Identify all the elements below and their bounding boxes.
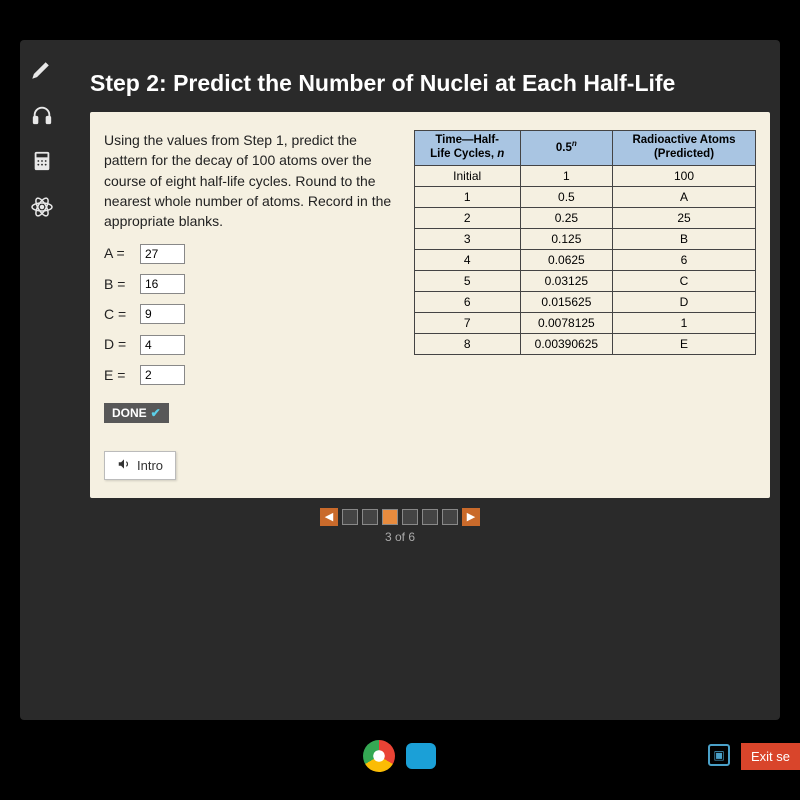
- answer-row-e: E =: [104, 365, 394, 385]
- lesson-screen: Step 2: Predict the Number of Nuclei at …: [20, 40, 780, 720]
- pager-box-2[interactable]: [362, 509, 378, 525]
- table-cell: A: [613, 186, 756, 207]
- table-cell: 0.25: [520, 207, 612, 228]
- pager-box-5[interactable]: [422, 509, 438, 525]
- answer-input-a[interactable]: [140, 244, 185, 264]
- headphones-icon[interactable]: [28, 101, 56, 129]
- answer-row-b: B =: [104, 274, 394, 294]
- table-cell: D: [613, 291, 756, 312]
- table-cell: E: [613, 333, 756, 354]
- step-heading: Step 2: Predict the Number of Nuclei at …: [90, 70, 760, 97]
- intro-label: Intro: [137, 458, 163, 473]
- table-cell: 6: [613, 249, 756, 270]
- pager: ◀ ▶: [320, 508, 480, 526]
- answer-label-d: D =: [104, 334, 134, 354]
- side-toolbar: [28, 55, 56, 221]
- table-row: 20.2525: [414, 207, 755, 228]
- answer-row-a: A =: [104, 243, 394, 263]
- done-button[interactable]: DONE ✔: [104, 403, 169, 423]
- table-cell: 1: [520, 165, 612, 186]
- pager-box-1[interactable]: [342, 509, 358, 525]
- table-row: 10.5A: [414, 186, 755, 207]
- answer-label-e: E =: [104, 365, 134, 385]
- th-atoms: Radioactive Atoms(Predicted): [613, 131, 756, 166]
- chrome-icon[interactable]: [363, 740, 395, 772]
- answer-row-c: C =: [104, 304, 394, 324]
- pager-box-3[interactable]: [382, 509, 398, 525]
- pager-prev[interactable]: ◀: [320, 508, 338, 526]
- atom-icon[interactable]: [28, 193, 56, 221]
- answer-input-e[interactable]: [140, 365, 185, 385]
- table-cell: 0.015625: [520, 291, 612, 312]
- pencil-icon[interactable]: [28, 55, 56, 83]
- table-body: Initial110010.5A20.252530.125B40.0625650…: [414, 165, 755, 354]
- table-cell: 0.0078125: [520, 312, 612, 333]
- answer-input-c[interactable]: [140, 304, 185, 324]
- th-time: Time—Half-Life Cycles, n: [414, 131, 520, 166]
- table-cell: 0.03125: [520, 270, 612, 291]
- table-column: Time—Half-Life Cycles, n 0.5n Radioactiv…: [414, 130, 756, 480]
- table-cell: 4: [414, 249, 520, 270]
- pager-box-4[interactable]: [402, 509, 418, 525]
- table-row: 60.015625D: [414, 291, 755, 312]
- table-cell: 100: [613, 165, 756, 186]
- decay-table: Time—Half-Life Cycles, n 0.5n Radioactiv…: [414, 130, 756, 355]
- minimize-icon[interactable]: ▣: [708, 744, 730, 766]
- answer-label-b: B =: [104, 274, 134, 294]
- table-cell: B: [613, 228, 756, 249]
- instruction-text: Using the values from Step 1, predict th…: [104, 130, 394, 231]
- table-row: 40.06256: [414, 249, 755, 270]
- taskbar: [0, 734, 800, 778]
- table-cell: 2: [414, 207, 520, 228]
- speaker-icon: [117, 457, 131, 474]
- table-row: 30.125B: [414, 228, 755, 249]
- table-cell: 0.00390625: [520, 333, 612, 354]
- table-cell: 0.0625: [520, 249, 612, 270]
- files-icon[interactable]: [405, 740, 437, 772]
- table-cell: 3: [414, 228, 520, 249]
- table-cell: 7: [414, 312, 520, 333]
- table-cell: C: [613, 270, 756, 291]
- answer-input-b[interactable]: [140, 274, 185, 294]
- instructions-column: Using the values from Step 1, predict th…: [104, 130, 394, 480]
- intro-button[interactable]: Intro: [104, 451, 176, 480]
- table-cell: 0.5: [520, 186, 612, 207]
- exit-button[interactable]: Exit se: [741, 743, 800, 770]
- th-factor: 0.5n: [520, 131, 612, 166]
- pager-box-6[interactable]: [442, 509, 458, 525]
- table-row: 80.00390625E: [414, 333, 755, 354]
- check-icon: ✔: [151, 406, 161, 420]
- table-cell: 0.125: [520, 228, 612, 249]
- table-cell: Initial: [414, 165, 520, 186]
- pager-label: 3 of 6: [20, 530, 780, 544]
- step-header: Step 2: Predict the Number of Nuclei at …: [20, 40, 780, 112]
- table-row: Initial1100: [414, 165, 755, 186]
- calculator-icon[interactable]: [28, 147, 56, 175]
- content-panel: Using the values from Step 1, predict th…: [90, 112, 770, 498]
- table-cell: 1: [414, 186, 520, 207]
- table-row: 50.03125C: [414, 270, 755, 291]
- answer-label-a: A =: [104, 243, 134, 263]
- answer-label-c: C =: [104, 304, 134, 324]
- answer-row-d: D =: [104, 334, 394, 354]
- done-label: DONE: [112, 406, 147, 420]
- table-cell: 8: [414, 333, 520, 354]
- answer-input-d[interactable]: [140, 335, 185, 355]
- table-cell: 6: [414, 291, 520, 312]
- table-cell: 1: [613, 312, 756, 333]
- table-row: 70.00781251: [414, 312, 755, 333]
- table-cell: 5: [414, 270, 520, 291]
- table-cell: 25: [613, 207, 756, 228]
- pager-next[interactable]: ▶: [462, 508, 480, 526]
